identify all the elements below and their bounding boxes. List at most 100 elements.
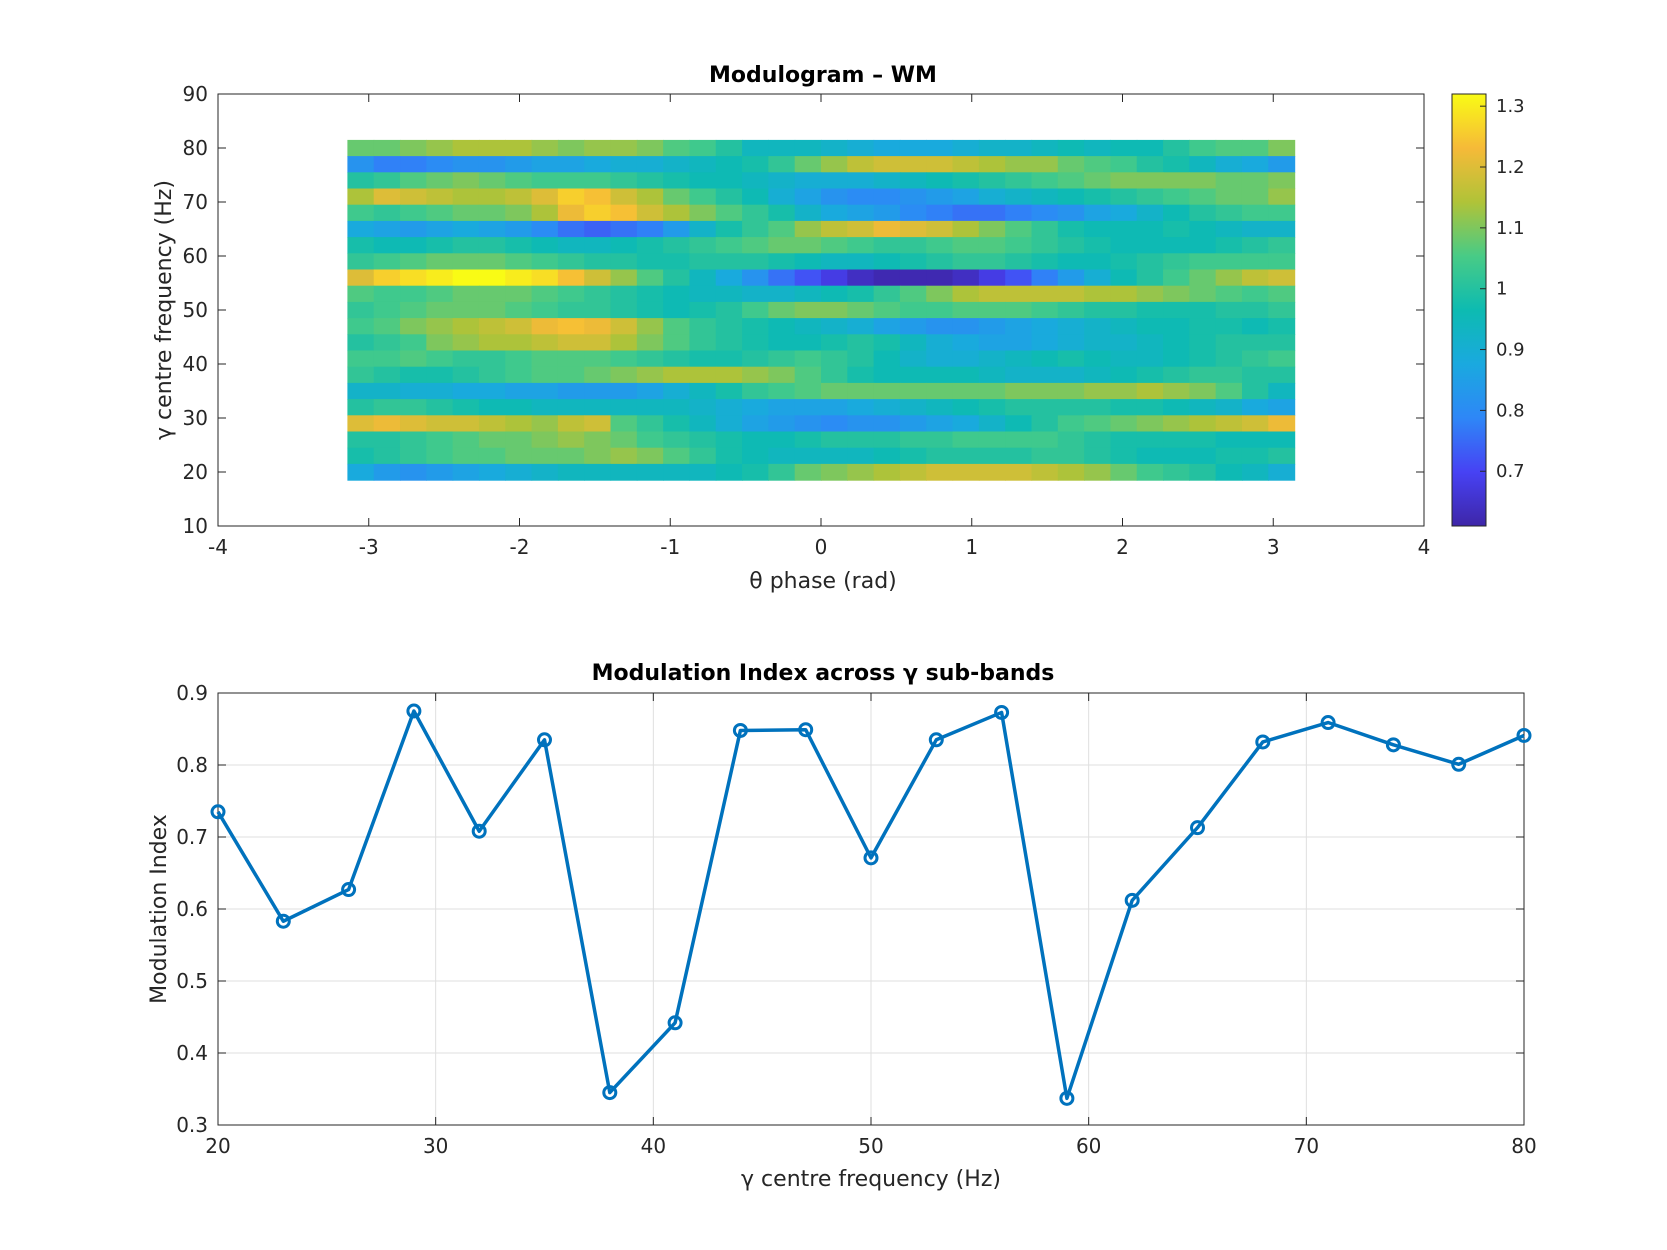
heatmap-cell [531,139,559,157]
heatmap-cell [689,399,717,416]
heatmap-cell [347,366,375,384]
heatmap-cell [452,382,480,400]
heatmap-cell [926,139,954,157]
heatmap-cell [478,415,506,433]
heatmap-cell [873,382,901,400]
x-tick-label: 30 [423,1134,448,1158]
heatmap-cell [373,334,401,352]
heatmap-cell [873,447,901,465]
heatmap-cell [531,237,559,254]
heatmap-cell [610,463,638,481]
heatmap-cell [426,253,454,271]
y-tick-label: 0.5 [176,969,208,993]
heatmap-cell [742,463,769,481]
heatmap-cell [899,237,927,254]
x-tick-label: -2 [510,535,530,559]
heatmap-cell [768,447,796,465]
heatmap-cell [1005,334,1033,352]
heatmap-cell [1084,463,1112,481]
heatmap-cell [1084,156,1112,173]
heatmap-cell [584,253,612,271]
heatmap-cell [847,415,875,433]
heatmap-cell [1189,156,1217,173]
heatmap-cell [373,237,401,254]
heatmap-cell [1268,463,1296,481]
heatmap-cell [978,447,1006,465]
heatmap-cell [663,204,691,222]
heatmap-cell [584,204,612,222]
heatmap-cell [873,139,901,157]
heatmap-cell [742,188,769,206]
heatmap-cell [1057,415,1085,433]
heatmap-cell [478,253,506,271]
heatmap-cell [978,285,1006,303]
heatmap-cell [584,382,612,400]
heatmap-cell [347,253,375,271]
heatmap-cell [1163,269,1190,287]
heatmap-cell [452,220,480,238]
heatmap-cell [794,301,822,319]
heatmap-cell [663,431,691,449]
heatmap-cell [1057,156,1085,173]
heatmap-cell [1084,415,1112,433]
heatmap-cell [1057,188,1085,206]
heatmap-cell [663,447,691,465]
heatmap-cell [584,431,612,449]
heatmap-cell [1084,188,1112,206]
heatmap-cell [794,447,822,465]
heatmap-cell [768,204,796,222]
heatmap-cell [478,139,506,157]
mi-data-point [798,722,814,738]
heatmap-cell [899,156,927,173]
heatmap-cell [584,447,612,465]
heatmap-cell [715,431,743,449]
heatmap-cell [926,318,954,335]
heatmap-cell [1189,172,1217,190]
heatmap-cell [1163,447,1190,465]
heatmap-cell [610,366,638,384]
heatmap-cell [1084,204,1112,222]
heatmap-cell [531,318,559,335]
heatmap-cell [926,447,954,465]
modulogram-y-ticks: 10 20 30 40 50 60 70 80 90 [183,82,1424,538]
heatmap-cell [768,431,796,449]
heatmap-cell [794,237,822,254]
heatmap-cell [794,334,822,352]
heatmap-cell [557,220,585,238]
heatmap-cell [1163,188,1190,206]
heatmap-cell [1136,350,1164,368]
colorbar-gradient [1452,94,1486,526]
heatmap-cell [768,318,796,335]
heatmap-cell [663,237,691,254]
heatmap-cell [1136,334,1164,352]
heatmap-cell [505,399,533,416]
heatmap-cell [1005,399,1033,416]
heatmap-cell [584,285,612,303]
heatmap-cell [926,220,954,238]
heatmap-cell [1057,301,1085,319]
heatmap-cell [1163,415,1190,433]
heatmap-cell [1163,139,1190,157]
heatmap-cell [426,269,454,287]
heatmap-cell [452,172,480,190]
heatmap-cell [1136,204,1164,222]
heatmap-cell [505,431,533,449]
heatmap-cell [347,382,375,400]
heatmap-cell [768,269,796,287]
heatmap-cell [663,382,691,400]
heatmap-cell [1189,431,1217,449]
heatmap-cell [978,431,1006,449]
heatmap-cell [768,301,796,319]
heatmap-cell [426,334,454,352]
heatmap-cell [821,172,848,190]
heatmap-cell [1084,269,1112,287]
heatmap-cell [478,463,506,481]
heatmap-cell [584,301,612,319]
heatmap-cell [1031,188,1059,206]
heatmap-cell [610,139,638,157]
heatmap-cell [636,366,664,384]
heatmap-cell [531,188,559,206]
heatmap-cell [557,139,585,157]
mi-data-point [994,704,1010,720]
